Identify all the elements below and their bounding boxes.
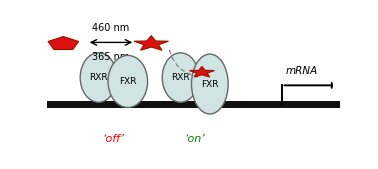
Polygon shape: [48, 37, 79, 50]
Text: FXR: FXR: [119, 77, 136, 86]
Ellipse shape: [80, 53, 117, 102]
Polygon shape: [189, 66, 214, 77]
Text: 365 nm: 365 nm: [92, 52, 130, 62]
FancyBboxPatch shape: [47, 101, 340, 108]
Ellipse shape: [162, 53, 199, 102]
Polygon shape: [134, 36, 169, 50]
Text: RXR: RXR: [89, 73, 108, 82]
Text: ‘on’: ‘on’: [185, 134, 206, 144]
Text: FXR: FXR: [201, 80, 218, 89]
Ellipse shape: [108, 55, 147, 107]
Text: ‘off’: ‘off’: [102, 134, 124, 144]
Text: mRNA: mRNA: [286, 66, 318, 76]
Text: RXR: RXR: [171, 73, 190, 82]
Text: 460 nm: 460 nm: [92, 23, 130, 33]
Ellipse shape: [192, 54, 228, 114]
